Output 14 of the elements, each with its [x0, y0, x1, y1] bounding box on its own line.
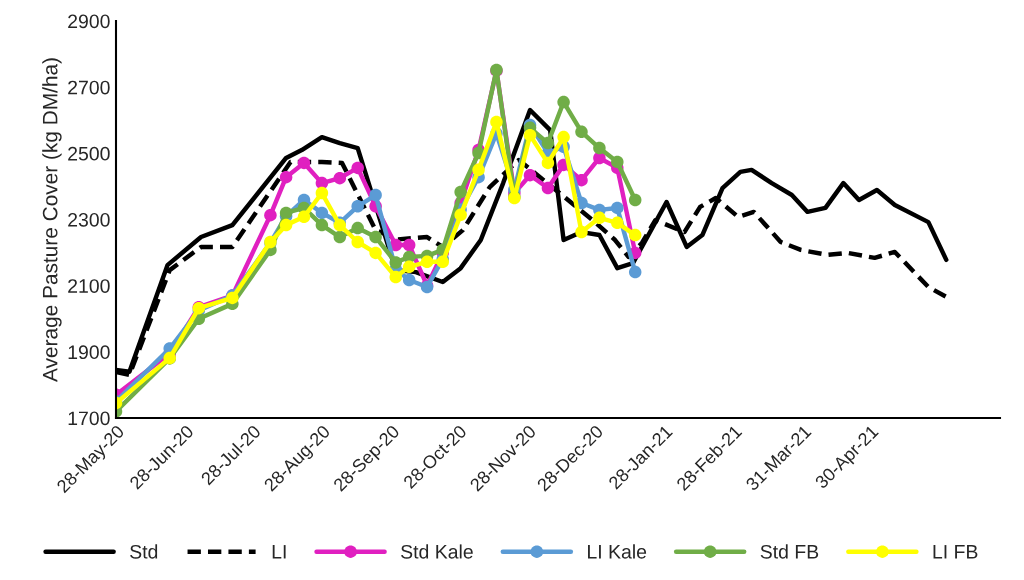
y-tick-label: 2500 — [68, 146, 110, 161]
legend-label: LI Kale — [588, 544, 647, 559]
y-tick-label: 2700 — [68, 80, 110, 95]
legend-label: Std Kale — [401, 544, 473, 559]
y-tick-label: 1900 — [68, 345, 110, 360]
y-tick-label: 2900 — [68, 14, 110, 29]
y-axis-title: Average Pasture Cover (kg DM/ha) — [42, 58, 62, 382]
legend-label: Std — [130, 544, 158, 559]
y-tick-label: 2300 — [68, 212, 110, 227]
legend-label: Std FB — [760, 544, 819, 559]
legend-label: LI FB — [933, 545, 978, 559]
y-tick-label: 1700 — [68, 411, 110, 426]
y-tick-label: 2100 — [68, 279, 110, 293]
legend-label: LI — [272, 545, 286, 559]
